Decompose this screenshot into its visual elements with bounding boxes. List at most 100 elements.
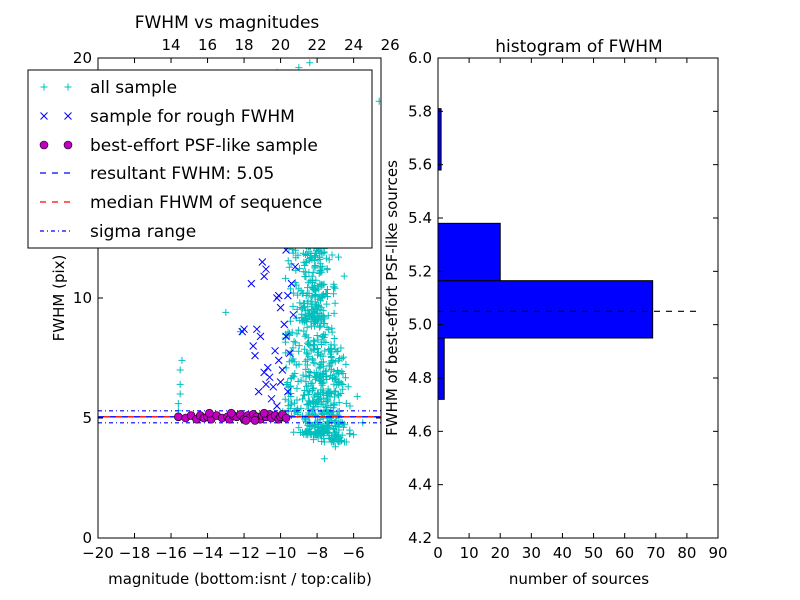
right-y-axis-label: FWHM of best-effort PSF-like sources: [383, 160, 401, 436]
data-point-all-sample: [311, 263, 319, 271]
data-point-rough-sample: [274, 291, 283, 300]
y-tick-label: 5: [82, 409, 92, 427]
data-point-all-sample: [310, 341, 318, 349]
data-point-all-sample: [176, 366, 184, 374]
data-point-all-sample: [341, 438, 349, 446]
data-point-all-sample: [286, 317, 294, 325]
data-point-all-sample: [319, 362, 327, 370]
data-point-all-sample: [302, 373, 310, 381]
legend-label: all sample: [90, 78, 177, 98]
data-point-psf-sample: [241, 416, 251, 425]
top-x-tick-label: 22: [308, 36, 327, 54]
data-point-rough-sample: [287, 279, 296, 288]
data-point-all-sample: [308, 379, 316, 387]
data-point-all-sample: [336, 355, 344, 363]
data-point-all-sample: [341, 374, 349, 382]
data-point-all-sample: [303, 349, 311, 357]
data-point-all-sample: [325, 362, 333, 370]
data-point-all-sample: [289, 289, 297, 297]
data-point-all-sample: [323, 286, 331, 294]
legend-label: resultant FWHM: 5.05: [90, 164, 274, 184]
data-point-all-sample: [281, 395, 289, 403]
data-point-all-sample: [323, 265, 331, 273]
data-point-rough-sample: [251, 351, 259, 360]
x-tick-label: −6: [343, 544, 365, 562]
legend-box: [27, 69, 373, 249]
data-point-all-sample: [293, 384, 301, 392]
x-tick-label: −16: [155, 544, 187, 562]
data-point-all-sample: [299, 395, 307, 403]
data-point-all-sample: [306, 399, 314, 407]
x-tick-label: 90: [708, 544, 727, 562]
legend-entry-psf-sample: best-effort PSF-like sample: [39, 136, 318, 156]
data-point-psf-sample: [226, 408, 236, 418]
data-point-all-sample: [329, 290, 337, 298]
data-point-all-sample: [311, 304, 319, 312]
data-point-all-sample: [299, 371, 307, 379]
data-point-all-sample: [295, 424, 303, 432]
data-point-rough-sample: [262, 265, 270, 274]
data-point-all-sample: [328, 251, 336, 259]
legend-plus-glyph: [40, 83, 48, 91]
data-point-all-sample: [290, 399, 298, 407]
data-point-all-sample: [315, 285, 323, 293]
x-tick-label: −12: [228, 544, 260, 562]
data-point-all-sample: [306, 59, 314, 67]
data-point-rough-sample: [274, 356, 283, 365]
data-point-all-sample: [312, 306, 320, 314]
right-x-axis-label: number of sources: [509, 570, 649, 588]
data-point-all-sample: [331, 433, 339, 441]
data-point-all-sample: [302, 365, 310, 373]
data-point-all-sample: [289, 302, 297, 310]
top-axis-ticks: 14 16 18 20 22 24 26: [161, 36, 399, 54]
data-point-rough-sample: [291, 262, 300, 271]
data-point-all-sample: [327, 345, 335, 353]
y-tick-label: 6.0: [408, 49, 432, 67]
data-point-all-sample: [282, 349, 290, 357]
x-tick-label: 70: [646, 544, 665, 562]
data-point-rough-sample: [284, 291, 292, 300]
data-point-all-sample: [328, 436, 336, 444]
data-point-all-sample: [331, 299, 339, 307]
right-plot-frame: [437, 57, 719, 539]
data-point-all-sample: [315, 364, 323, 372]
data-point-all-sample: [340, 272, 348, 280]
data-point-all-sample: [311, 338, 319, 346]
data-point-all-sample: [318, 315, 326, 323]
top-x-tick-label: 24: [344, 36, 363, 54]
x-tick-label: 40: [553, 544, 572, 562]
data-point-all-sample: [332, 387, 340, 395]
data-point-all-sample: [339, 423, 347, 431]
data-point-all-sample: [285, 263, 293, 271]
data-point-rough-sample: [269, 382, 278, 391]
data-point-all-sample: [316, 363, 324, 371]
data-point-all-sample: [313, 331, 321, 339]
data-point-rough-sample: [249, 342, 258, 350]
data-point-rough-sample: [256, 332, 265, 341]
data-point-all-sample: [302, 429, 310, 437]
data-point-all-sample: [315, 395, 323, 403]
x-tick-label: 30: [522, 544, 541, 562]
data-point-all-sample: [301, 261, 309, 269]
data-point-all-sample: [294, 251, 302, 259]
data-point-all-sample: [331, 284, 339, 292]
data-point-all-sample: [330, 334, 338, 342]
data-point-all-sample: [322, 422, 330, 430]
data-point-psf-sample: [250, 416, 260, 425]
x-tick-label: −8: [306, 544, 328, 562]
x-tick-label: 80: [677, 544, 696, 562]
data-point-all-sample: [313, 345, 321, 353]
top-x-tick-label: 20: [271, 36, 290, 54]
data-point-all-sample: [353, 392, 361, 400]
data-point-all-sample: [306, 368, 314, 376]
data-point-all-sample: [307, 312, 315, 320]
data-point-all-sample: [330, 401, 338, 409]
x-tick-label: −10: [265, 544, 297, 562]
data-point-all-sample: [322, 254, 330, 262]
data-point-all-sample: [338, 368, 346, 376]
legend-label: best-effort PSF-like sample: [90, 136, 318, 156]
data-point-all-sample: [335, 437, 343, 445]
legend-entry-sigma-range: sigma range: [40, 222, 196, 242]
data-point-all-sample: [330, 373, 338, 381]
data-point-all-sample: [334, 347, 342, 355]
